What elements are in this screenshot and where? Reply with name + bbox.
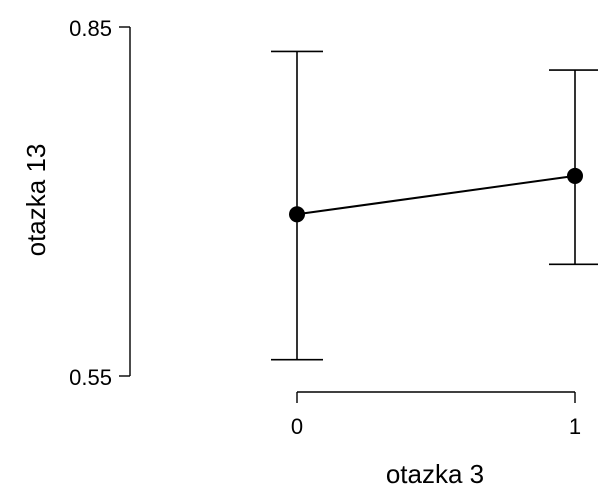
y-tick-label: 0.55	[69, 365, 112, 390]
x-tick-label: 1	[569, 414, 581, 439]
plot-area	[271, 50, 598, 361]
y-axis-title: otazka 13	[21, 144, 51, 257]
data-point	[289, 206, 305, 223]
x-tick-label: 0	[291, 414, 303, 439]
x-axis-title: otazka 3	[386, 459, 484, 489]
y-ticks: 0.85 0.55	[69, 16, 130, 390]
series-line	[296, 174, 576, 216]
y-tick-label: 0.85	[69, 16, 112, 41]
data-point	[567, 167, 583, 184]
